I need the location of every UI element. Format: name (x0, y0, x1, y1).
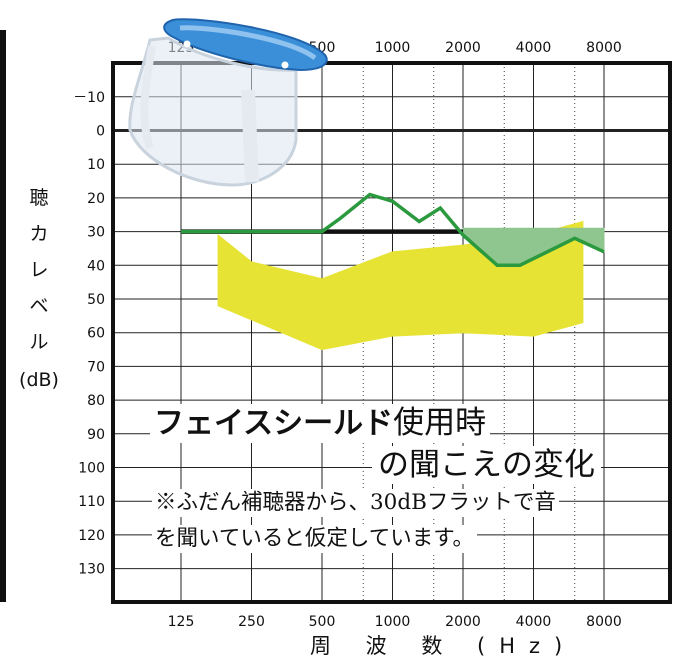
x-tick-label-top: 8000 (586, 40, 622, 56)
x-tick-label-bottom: 500 (309, 614, 336, 630)
plot-frame (111, 61, 672, 604)
y-tick-label: 130 (78, 562, 105, 578)
x-tick-label-bottom: 125 (168, 614, 195, 630)
y-tick-label: 0 (96, 124, 105, 140)
y-tick-label: 110 (78, 494, 105, 510)
ylabel-unit: (dB) (19, 369, 59, 391)
ylabel-char: ル (29, 331, 49, 353)
y-tick-label: 20 (87, 191, 105, 207)
x-tick-label-bottom: 4000 (516, 614, 552, 630)
x-tick-label-top: 1000 (375, 40, 411, 56)
y-tick-label: 10 (87, 157, 105, 173)
x-tick-label-bottom: 1000 (375, 614, 411, 630)
face-shield-band (163, 18, 328, 72)
y-axis-label: 聴 カ レ ベ ル (dB) (14, 180, 64, 398)
y-tick-label: 70 (87, 359, 105, 375)
face-shield-highlight (241, 89, 259, 183)
face-shield-icon (128, 18, 328, 187)
y-tick-label: 40 (87, 258, 105, 274)
annotation-title: フェイスシールド使用時 (150, 404, 491, 443)
annotation-note-line2: を聞いていると仮定しています。 (152, 525, 478, 553)
y-tick-label: 30 (87, 225, 105, 241)
x-tick-label-bottom: 2000 (445, 614, 481, 630)
annotation-title-rest: 使用時 (393, 405, 487, 441)
face-shield-line (181, 192, 605, 268)
annotation-title-bold: フェイスシールド (154, 406, 394, 441)
y-tick-label: 50 (87, 292, 105, 308)
face-shield-highlight (140, 45, 156, 150)
x-tick-label-bottom: 8000 (586, 614, 622, 630)
y-tick-label: 90 (87, 427, 105, 443)
left-edge-bar (0, 30, 6, 602)
ylabel-char: レ (29, 259, 49, 281)
annotation-subtitle: の聞こえの変化 (372, 446, 601, 484)
x-tick-label-top: 2000 (445, 40, 481, 56)
annotation-note-line1: ※ふだん補聴器から、30dBフラットで音 (152, 489, 559, 517)
y-tick-label: 60 (87, 326, 105, 342)
x-tick-label-bottom: 250 (238, 614, 265, 630)
y-tick-label: 100 (78, 461, 105, 477)
y-tick-label: 120 (78, 528, 105, 544)
ylabel-char: 聴 (29, 187, 49, 209)
x-axis-label: 周 波 数 (Hz) (310, 634, 577, 658)
y-tick-label: －10 (73, 90, 105, 106)
y-tick-label: 80 (87, 393, 105, 409)
face-shield-rivet (281, 61, 289, 69)
x-tick-label-top: 4000 (516, 40, 552, 56)
face-shield-band-shine (179, 25, 317, 61)
ylabel-char: カ (29, 223, 49, 245)
ylabel-char: ベ (29, 295, 49, 317)
face-shield-rivet (183, 40, 191, 48)
